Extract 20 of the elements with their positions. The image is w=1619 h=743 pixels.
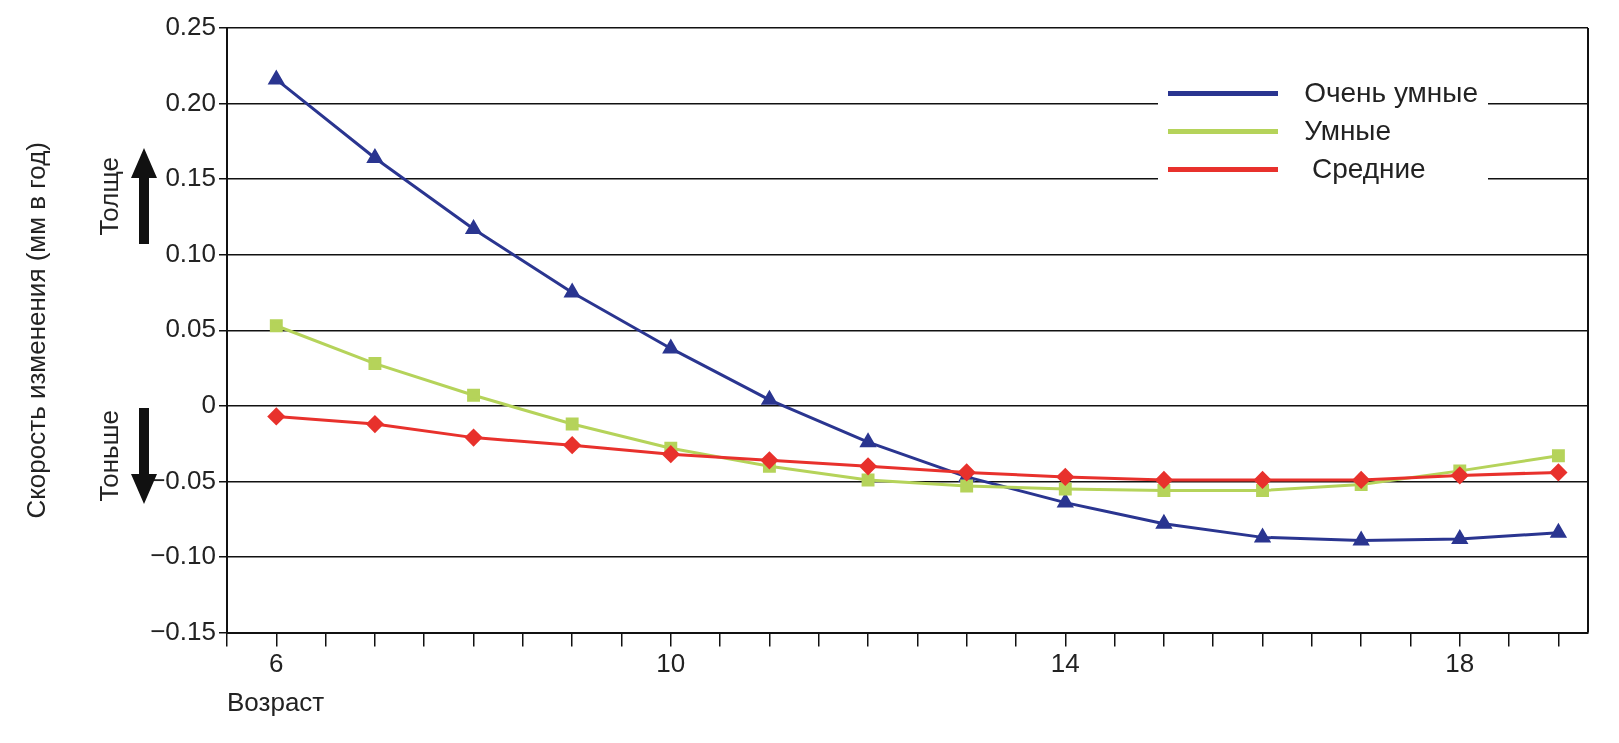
x-tick-label: 14 bbox=[1050, 648, 1080, 679]
y-tick-label: 0.10 bbox=[165, 237, 216, 268]
y-tick-label: 0.05 bbox=[165, 313, 216, 344]
y-tick-label: 0.25 bbox=[165, 11, 216, 42]
text: Тоньше bbox=[94, 410, 125, 502]
y-axis-title: Скорость изменения (мм в год) bbox=[20, 142, 51, 519]
y-tick-label: −0.10 bbox=[150, 540, 216, 571]
legend-label: Очень умные bbox=[1304, 77, 1478, 109]
x-axis-title: Возраст bbox=[226, 686, 325, 717]
text: Толще bbox=[94, 156, 125, 236]
legend-label: Умные bbox=[1304, 115, 1392, 147]
x-tick-label: 18 bbox=[1445, 648, 1475, 679]
legend-label: Средние bbox=[1310, 153, 1426, 185]
y-tick-label: 0 bbox=[201, 389, 216, 420]
y-tick-label: −0.15 bbox=[150, 615, 216, 646]
y-tick-label: 0.20 bbox=[165, 86, 216, 117]
y-tick-label: −0.05 bbox=[150, 464, 216, 495]
y-tick-label: 0.15 bbox=[165, 162, 216, 193]
x-tick-label: 10 bbox=[656, 648, 686, 679]
x-tick-label: 6 bbox=[269, 648, 284, 679]
